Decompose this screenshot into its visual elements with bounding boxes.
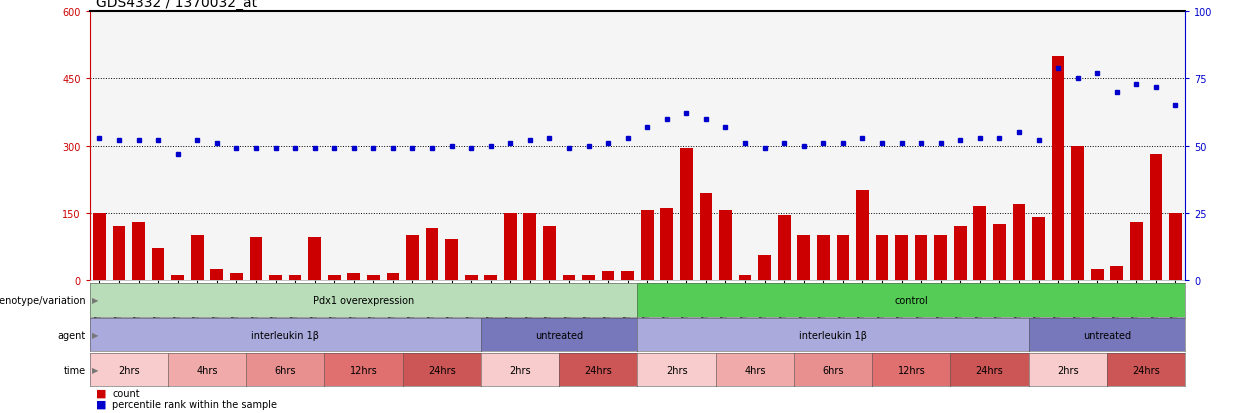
Bar [1012,204,1026,280]
Bar [190,235,204,280]
Bar [563,275,575,280]
Text: interleukin 1β: interleukin 1β [251,330,319,340]
Bar [426,229,438,280]
Text: 4hrs: 4hrs [197,365,218,375]
Text: 2hrs: 2hrs [118,365,139,375]
Bar [1091,269,1103,280]
Bar [484,275,497,280]
Bar [112,226,126,280]
Bar [660,209,674,280]
Bar [641,211,654,280]
Bar [875,235,889,280]
Bar [837,235,849,280]
Text: untreated: untreated [535,330,583,340]
Text: agent: agent [57,330,86,340]
Bar [230,273,243,280]
Bar [504,213,517,280]
Bar [347,273,360,280]
Bar [895,235,908,280]
Bar [210,269,223,280]
Bar [1111,267,1123,280]
Text: 6hrs: 6hrs [823,365,844,375]
Text: control: control [894,295,929,305]
Bar [797,235,810,280]
Bar [269,275,281,280]
Bar [974,206,986,280]
Text: 2hrs: 2hrs [1057,365,1078,375]
Bar [543,226,555,280]
Bar [994,224,1006,280]
Bar [249,237,263,280]
Bar [700,193,712,280]
Text: 2hrs: 2hrs [509,365,530,375]
Text: ▶: ▶ [92,330,98,339]
Bar [621,271,634,280]
Bar [132,222,144,280]
Bar [915,235,928,280]
Text: 6hrs: 6hrs [275,365,296,375]
Text: percentile rank within the sample: percentile rank within the sample [112,399,278,409]
Bar [367,275,380,280]
Bar [406,235,418,280]
Bar [464,275,478,280]
Bar [523,213,537,280]
Text: untreated: untreated [1083,330,1130,340]
Text: interleukin 1β: interleukin 1β [799,330,867,340]
Bar [152,249,164,280]
Bar [1032,218,1045,280]
Bar [1149,155,1163,280]
Text: 24hrs: 24hrs [976,365,1003,375]
Bar [583,275,595,280]
Text: 12hrs: 12hrs [350,365,377,375]
Bar [446,240,458,280]
Text: genotype/variation: genotype/variation [0,295,86,305]
Text: ▶: ▶ [92,296,98,305]
Text: 24hrs: 24hrs [428,365,456,375]
Bar [289,275,301,280]
Text: 4hrs: 4hrs [745,365,766,375]
Bar [738,275,752,280]
Text: 24hrs: 24hrs [584,365,613,375]
Bar [601,271,615,280]
Text: ■: ■ [96,399,106,409]
Text: 2hrs: 2hrs [666,365,687,375]
Text: Pdx1 overexpression: Pdx1 overexpression [312,295,415,305]
Text: count: count [112,388,139,398]
Bar [1169,213,1182,280]
Bar [172,275,184,280]
Bar [720,211,732,280]
Text: 24hrs: 24hrs [1132,365,1160,375]
Text: time: time [63,365,86,375]
Bar [680,148,692,280]
Bar [309,237,321,280]
Bar [758,256,771,280]
Bar [93,213,106,280]
Text: GDS4332 / 1370032_at: GDS4332 / 1370032_at [96,0,256,10]
Bar [1052,57,1064,280]
Text: 12hrs: 12hrs [898,365,925,375]
Bar [817,235,829,280]
Bar [934,235,947,280]
Text: ▶: ▶ [92,365,98,374]
Text: ■: ■ [96,388,106,398]
Bar [954,226,966,280]
Bar [386,273,400,280]
Bar [778,215,791,280]
Bar [857,191,869,280]
Bar [327,275,341,280]
Bar [1130,222,1143,280]
Bar [1071,146,1084,280]
